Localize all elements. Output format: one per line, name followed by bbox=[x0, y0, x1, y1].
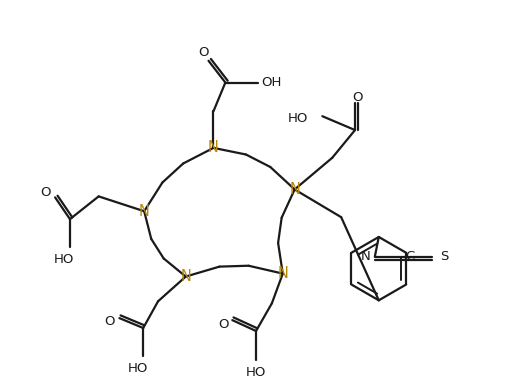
Text: HO: HO bbox=[246, 366, 266, 379]
Text: N: N bbox=[361, 250, 371, 263]
Text: S: S bbox=[440, 250, 448, 263]
Text: HO: HO bbox=[54, 253, 74, 266]
Text: O: O bbox=[353, 91, 363, 104]
Text: N: N bbox=[139, 204, 150, 219]
Text: O: O bbox=[105, 315, 115, 328]
Text: C: C bbox=[405, 250, 414, 263]
Text: OH: OH bbox=[262, 76, 282, 89]
Text: HO: HO bbox=[288, 112, 308, 125]
Text: O: O bbox=[218, 317, 229, 330]
Text: HO: HO bbox=[128, 362, 148, 375]
Text: O: O bbox=[40, 186, 50, 199]
Text: O: O bbox=[198, 46, 209, 59]
Text: N: N bbox=[208, 140, 219, 155]
Text: N: N bbox=[180, 269, 191, 284]
Text: N: N bbox=[289, 182, 300, 197]
Text: N: N bbox=[277, 266, 288, 281]
